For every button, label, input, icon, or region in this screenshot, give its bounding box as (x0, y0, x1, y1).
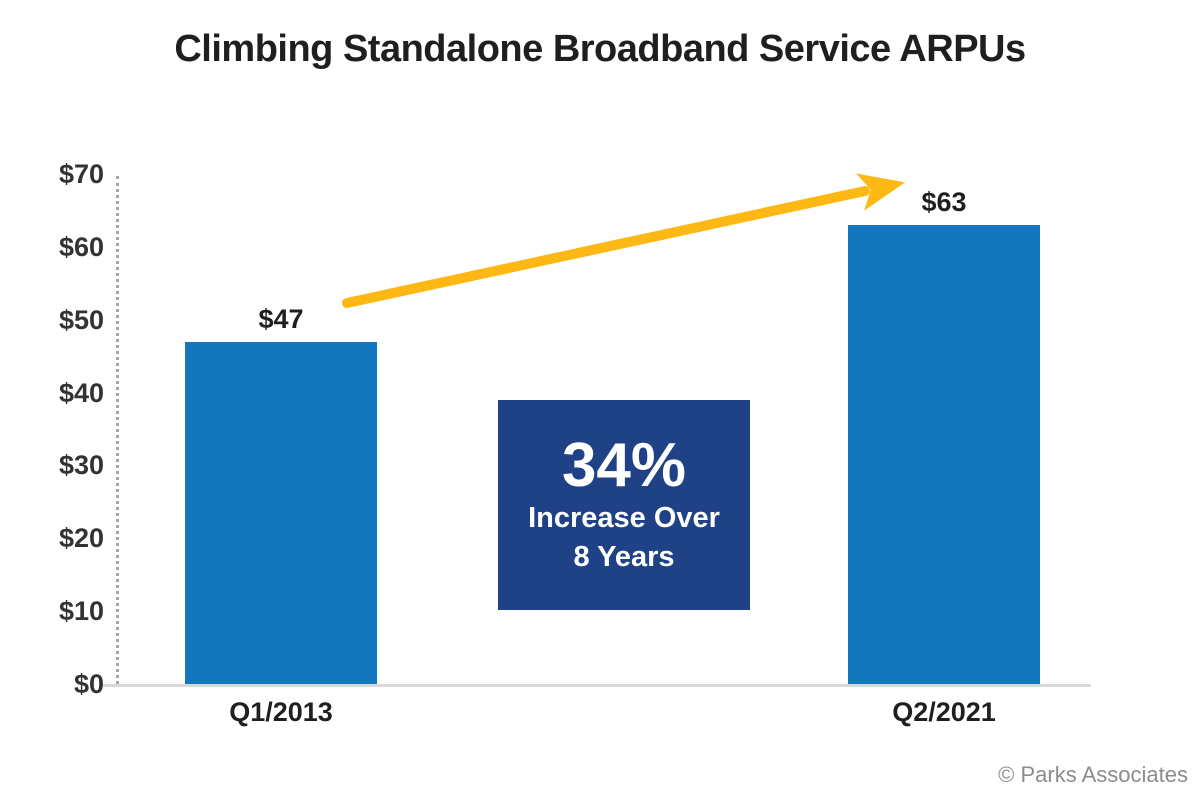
arrow-shaft (342, 173, 906, 308)
y-axis-dotted-line (116, 176, 119, 684)
y-axis: $0 $10 $20 $30 $40 $50 $60 $70 (0, 0, 104, 800)
annotation-line: Increase Over (528, 502, 720, 535)
y-axis-tick-label: $10 (58, 596, 104, 627)
annotation-line: 8 Years (573, 541, 675, 573)
y-axis-tick-label: $70 (58, 159, 104, 189)
y-axis-tick-label: $50 (58, 304, 104, 335)
x-axis-baseline (103, 684, 1091, 687)
x-axis-label-q2-2021: Q2/2021 (892, 697, 996, 727)
y-axis-tick-label: $40 (58, 377, 104, 408)
y-axis-tick-label: $0 (73, 669, 104, 699)
bar-q1-2013 (185, 341, 377, 684)
y-axis-tick-label: $60 (58, 231, 104, 262)
bar-group-q2-2021: $63 (848, 187, 1040, 684)
annotation-headline: 34% (561, 431, 687, 501)
x-axis-label-q1-2013: Q1/2013 (229, 697, 333, 727)
annotation-box: 34% Increase Over 8 Years (498, 400, 750, 610)
bar-value-label: $63 (921, 187, 967, 217)
chart-title: Climbing Standalone Broadband Service AR… (174, 28, 1026, 70)
y-axis-tick-label: $20 (58, 523, 104, 554)
bar-q2-2021 (848, 225, 1040, 684)
y-axis-tick-label: $30 (58, 450, 104, 481)
source-attribution: © Parks Associates (998, 762, 1188, 787)
bar-group-q1-2013: $47 (185, 304, 377, 684)
bar-value-label: $47 (258, 303, 304, 334)
